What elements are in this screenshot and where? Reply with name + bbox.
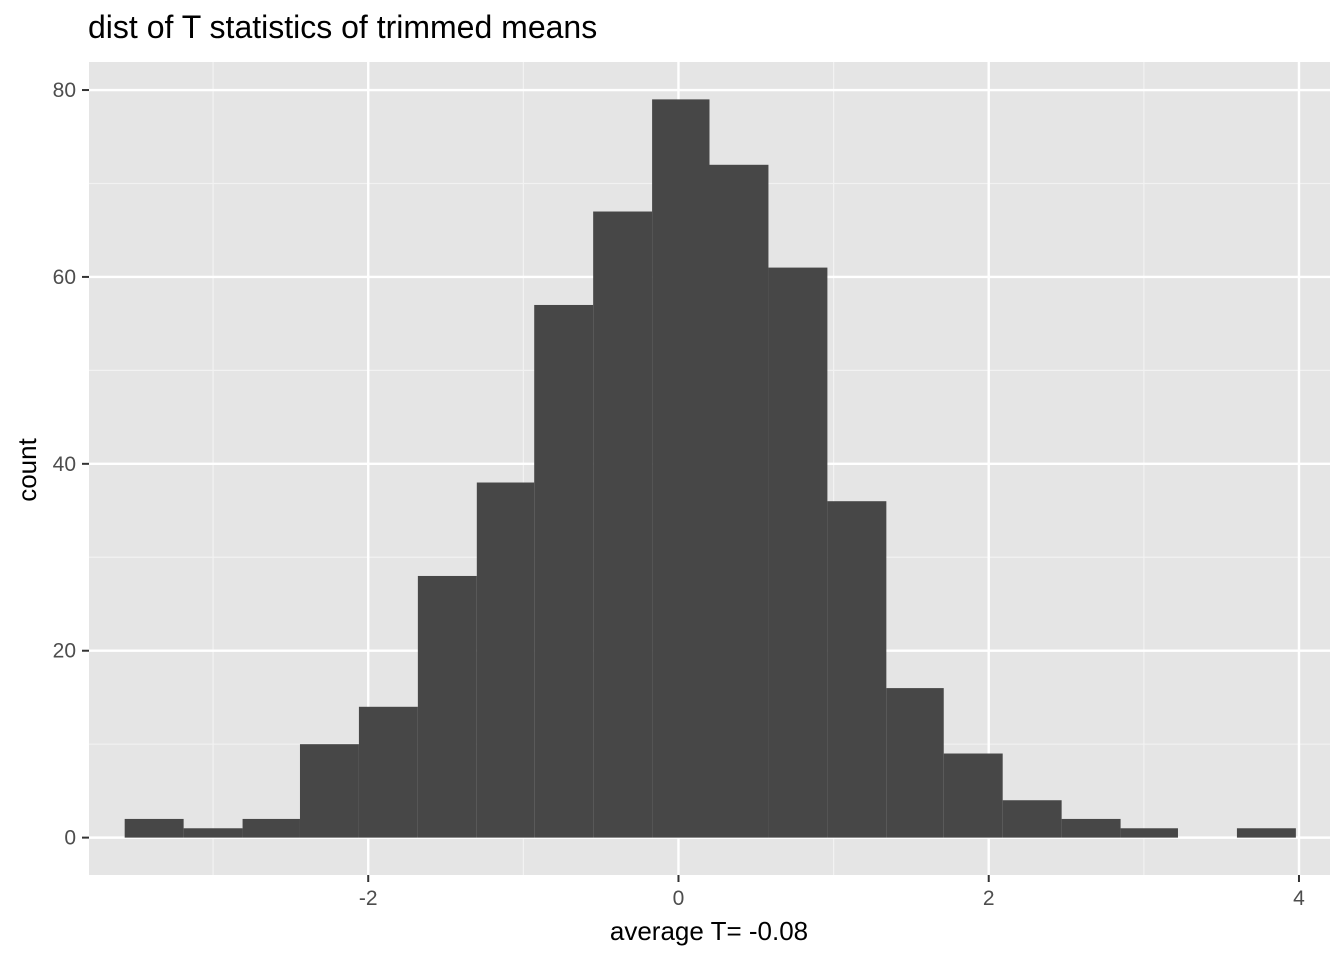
histogram-bar-3 — [299, 744, 359, 838]
histogram-bar-5 — [417, 575, 477, 838]
histogram-bar-4 — [358, 706, 418, 838]
histogram-bar-11 — [768, 267, 828, 838]
y-axis-title: count — [12, 437, 42, 501]
y-tick-label: 20 — [53, 640, 76, 663]
chart-title: dist of T statistics of trimmed means — [88, 9, 597, 45]
y-tick-label: 40 — [53, 453, 76, 476]
histogram-bar-14 — [943, 753, 1003, 838]
y-axis: 0 20 40 60 80 — [53, 79, 89, 850]
histogram-bar-16 — [1061, 818, 1121, 838]
y-tick-label: 80 — [53, 79, 76, 102]
x-tick-label: -2 — [359, 887, 378, 910]
histogram-bar-19 — [1236, 828, 1296, 838]
histogram-bar-1 — [183, 828, 243, 838]
histogram-bar-13 — [886, 688, 944, 838]
histogram-bar-9 — [652, 99, 710, 838]
histogram-bar-8 — [593, 211, 653, 838]
histogram-bar-15 — [1002, 800, 1062, 838]
histogram-bar-6 — [476, 482, 535, 838]
x-tick-label: 0 — [673, 887, 685, 910]
y-tick-label: 60 — [53, 266, 76, 289]
histogram-bars — [124, 99, 1296, 838]
histogram-bar-0 — [124, 818, 184, 838]
histogram-bar-7 — [534, 304, 594, 838]
x-tick-label: 2 — [983, 887, 995, 910]
histogram-bar-2 — [242, 818, 300, 838]
x-axis-title: average T= -0.08 — [610, 916, 808, 946]
histogram-bar-12 — [827, 501, 887, 838]
x-axis: -2 0 2 4 — [359, 875, 1305, 910]
x-tick-label: 4 — [1293, 887, 1305, 910]
y-tick-label: 0 — [64, 827, 76, 850]
histogram-bar-10 — [709, 164, 769, 838]
histogram-bar-17 — [1120, 828, 1178, 838]
